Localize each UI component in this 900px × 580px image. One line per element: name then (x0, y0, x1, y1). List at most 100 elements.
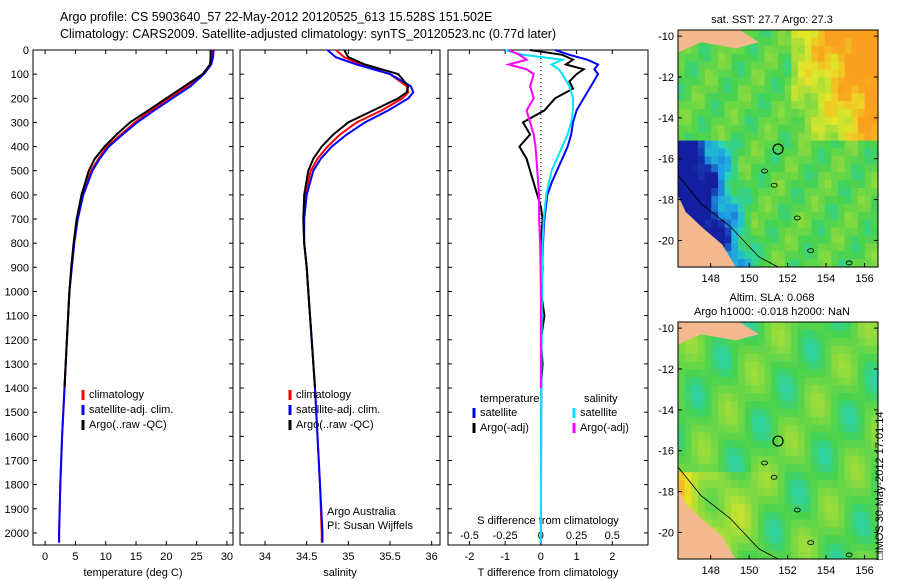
map-cell (791, 448, 799, 457)
map-cell (704, 164, 712, 173)
map-cell (731, 424, 739, 434)
map-cell (804, 30, 812, 39)
map-cell (751, 30, 759, 39)
map-cell (858, 416, 866, 426)
map-cell (738, 464, 746, 473)
map-cell (744, 69, 752, 78)
map-cell (731, 77, 739, 86)
map-cell (771, 172, 779, 181)
map-cell (711, 519, 719, 528)
map-cell (831, 77, 839, 86)
map-cell (684, 480, 692, 489)
map-cell (771, 487, 779, 497)
map-cell (758, 393, 766, 402)
map-cell (738, 109, 746, 118)
map-cell (838, 251, 846, 260)
map-cell (831, 259, 839, 268)
map-cell (751, 408, 759, 418)
map-cell (858, 401, 866, 410)
map-cell (784, 124, 792, 134)
map-cell (684, 172, 692, 181)
map-cell (744, 543, 752, 552)
map-cell (744, 243, 752, 252)
map-cell (704, 345, 712, 355)
map-cell (778, 45, 786, 55)
map-cell (691, 503, 699, 513)
map-cell (711, 448, 719, 457)
map-cell (764, 416, 772, 426)
map-cell (758, 369, 766, 378)
map-cell (771, 251, 779, 260)
map-cell (764, 211, 772, 221)
map-cell (764, 472, 772, 481)
map-cell (798, 164, 806, 173)
map-cell (871, 211, 879, 221)
s-tick-label: 0.25 (566, 530, 587, 542)
map-cell (798, 188, 806, 197)
map-cell (691, 203, 699, 213)
map-cell (798, 203, 806, 213)
map-cell (778, 408, 786, 418)
map-cell (704, 211, 712, 221)
map-cell (718, 385, 726, 394)
map-cell (784, 385, 792, 394)
map-cell (691, 148, 699, 157)
map-cell (791, 69, 799, 78)
map-cell (851, 432, 859, 442)
map-cell (864, 456, 872, 465)
map-cell (751, 140, 759, 150)
reef-outline (761, 460, 768, 466)
map-cell (724, 416, 732, 426)
map-cell (844, 503, 852, 513)
map-cell (844, 195, 852, 205)
map-cell (871, 408, 879, 418)
map-cell (704, 124, 712, 134)
map-cell (731, 527, 739, 536)
map-cell (718, 495, 726, 505)
map-cell (731, 345, 739, 355)
map-cell (838, 45, 846, 55)
map-cell (778, 527, 786, 536)
map-cell (871, 219, 879, 229)
map-cell (838, 85, 846, 94)
map-cell (691, 53, 699, 63)
map-cell (838, 101, 846, 110)
pi-note: PI: Susan Wijffels (327, 520, 413, 532)
map-cell (744, 440, 752, 449)
map-cell (791, 259, 799, 268)
map-cell (871, 53, 879, 63)
map-cell (791, 329, 799, 339)
map-cell (858, 148, 866, 157)
map-cell (778, 243, 786, 252)
map-cell (751, 511, 759, 521)
map-cell (784, 148, 792, 157)
map-cell (871, 377, 879, 386)
map-cell (831, 495, 839, 505)
map-cell (678, 440, 686, 449)
reef-outline (770, 182, 778, 188)
map-cell (764, 361, 772, 370)
map-cell (824, 369, 832, 378)
map-cell (718, 203, 726, 213)
map-cell (824, 353, 832, 363)
map-cell (818, 188, 826, 197)
map-cell (804, 109, 812, 118)
map-cell (798, 456, 806, 465)
map-cell (778, 401, 786, 410)
map-cell (744, 337, 752, 347)
map-cell (791, 195, 799, 205)
map-cell (731, 148, 739, 157)
map-cell (744, 180, 752, 189)
map-cell (838, 77, 846, 86)
map-cell (784, 393, 792, 402)
map-cell (864, 77, 872, 86)
map-cell (718, 109, 726, 118)
map-cell (818, 259, 826, 268)
map-cell (711, 472, 719, 481)
map-cell (678, 61, 686, 71)
map-cell (718, 432, 726, 442)
map-cell (684, 385, 692, 394)
map-cell (804, 480, 812, 489)
map-cell (818, 45, 826, 55)
map-cell (838, 227, 846, 236)
